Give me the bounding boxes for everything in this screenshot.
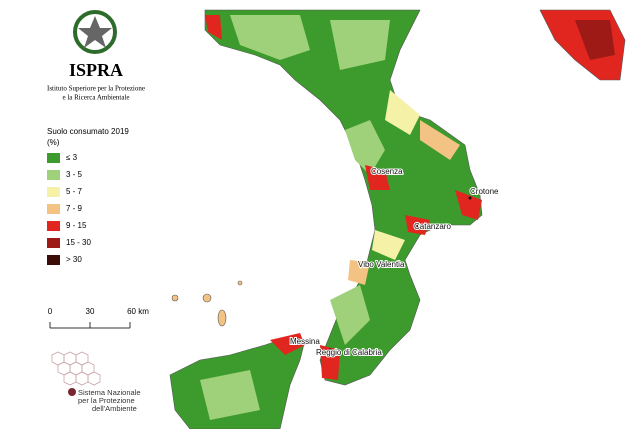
legend-title: Suolo consumato 2019: [47, 127, 129, 136]
legend-label: 3 - 5: [66, 170, 83, 179]
logo: ISPRA Istituto Superiore per la Protezio…: [47, 10, 145, 102]
hexagon: [75, 371, 89, 386]
legend-swatch: [47, 170, 60, 180]
patch: [385, 90, 420, 135]
city-label: Reggio di Calabria: [316, 348, 382, 357]
legend-swatch: [47, 153, 60, 163]
patch: [330, 285, 370, 345]
city-dot: [298, 340, 302, 344]
city-dot: [328, 348, 332, 352]
hexagon: [87, 371, 101, 386]
emblem: [73, 10, 117, 54]
legend-swatch: [47, 255, 60, 265]
legend-label: > 30: [66, 255, 82, 264]
footer-text: dell'Ambiente: [92, 404, 137, 413]
scale-bar: [49, 322, 131, 329]
hexagon: [63, 371, 77, 386]
patch: [270, 333, 305, 355]
island: [202, 293, 212, 303]
legend-title: (%): [47, 138, 60, 147]
mainland: [204, 9, 483, 386]
legend-swatch: [47, 238, 60, 248]
legend-swatch: [47, 221, 60, 231]
legend-swatch: [47, 204, 60, 214]
city-label: Crotone: [470, 187, 499, 196]
legend-swatch: [47, 187, 60, 197]
patch: [205, 15, 222, 40]
emblem-star: [78, 16, 112, 48]
legend-label: ≤ 3: [66, 153, 78, 162]
patch: [575, 20, 615, 60]
patch: [330, 20, 390, 70]
patch: [420, 120, 460, 160]
city-dot: [363, 264, 367, 268]
city-markers: [298, 170, 472, 352]
patch: [320, 345, 340, 380]
logo-subtitle: Istituto Superiore per la Protezione: [47, 85, 145, 93]
scale-label: 60 km: [127, 307, 149, 316]
island: [217, 309, 227, 327]
legend-label: 7 - 9: [66, 204, 83, 213]
city-label: Vibo Valentia: [358, 260, 405, 269]
patch: [200, 370, 260, 420]
legend: Suolo consumato 2019 (%) ≤ 3 3 - 5 5 - 7 7 …: [47, 127, 129, 265]
patch: [372, 230, 405, 260]
logo-text: ISPRA: [69, 60, 123, 80]
legend-label: 9 - 15: [66, 221, 87, 230]
snpa-dot: [68, 388, 76, 396]
legend-label: 15 - 30: [66, 238, 91, 247]
city-dot: [370, 170, 374, 174]
snpa-logo: [51, 351, 101, 386]
patch: [455, 190, 482, 220]
island: [237, 280, 243, 286]
patch: [230, 15, 310, 60]
city-label: Messina: [290, 337, 320, 346]
scale-label: 0: [48, 307, 53, 316]
scale-label: 30: [86, 307, 95, 316]
footer-text: per la Protezione: [78, 396, 135, 405]
land-patches: [200, 15, 615, 420]
logo-subtitle: e la Ricerca Ambientale: [62, 94, 129, 102]
legend-label: 5 - 7: [66, 187, 83, 196]
footer-text: Sistema Nazionale: [78, 388, 141, 397]
island: [171, 294, 179, 302]
city-label: Cosenza: [371, 167, 403, 176]
land: [169, 9, 626, 429]
patch: [345, 120, 385, 175]
city-label: Catanzaro: [414, 222, 451, 231]
city-dot: [416, 224, 420, 228]
city-dot: [468, 196, 472, 200]
